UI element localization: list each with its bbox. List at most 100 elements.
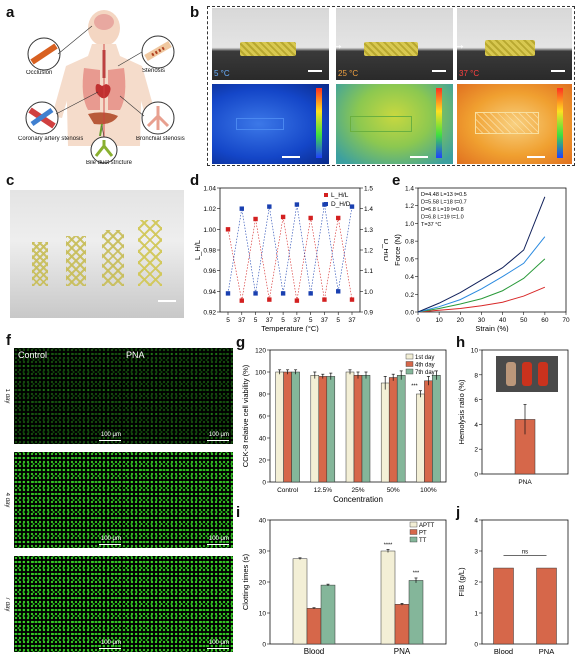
thermal-37c	[457, 84, 572, 164]
legend-label: PT	[419, 531, 427, 537]
scale-bar	[207, 647, 229, 649]
bar	[353, 375, 363, 483]
chart-j: 0 1 2 3 4 Blood PNA FIB (g/L) ns	[457, 518, 569, 656]
y-tick-label: 0.6	[405, 256, 414, 263]
y-tick-label-left: 0.94	[203, 289, 216, 296]
arrow-icon: →	[330, 36, 344, 52]
bar	[283, 371, 292, 483]
data-point	[267, 297, 272, 302]
x-axis-label: Temperature (°C)	[261, 324, 319, 332]
y-tick-label-right: 1.2	[364, 248, 373, 255]
data-point	[349, 297, 355, 302]
x-tick-label: 40	[499, 317, 507, 324]
panel-letter-f: f	[6, 332, 11, 349]
label-bile-duct: Bile duct stricture	[86, 160, 133, 166]
y-tick-label: 0	[474, 642, 478, 649]
data-point	[239, 206, 244, 211]
bar	[408, 580, 424, 645]
bar	[318, 376, 328, 483]
micrograph-tile: 100 μm	[122, 452, 233, 548]
bar	[416, 393, 425, 483]
data-point	[280, 291, 286, 296]
bar	[380, 550, 396, 645]
legend-label: APTT	[419, 523, 435, 529]
data-point	[225, 291, 231, 296]
y-tick-label: 0	[262, 480, 266, 487]
scale-bar-label: 100 μm	[208, 536, 229, 542]
x-tick-label: PNA	[539, 647, 554, 656]
panel-letter-c: c	[6, 172, 15, 189]
thermal-25c	[336, 84, 453, 164]
scale-bar-label: 100 μm	[100, 640, 121, 646]
legend-marker	[405, 361, 414, 367]
y-tick-label-left: 0.96	[203, 268, 216, 275]
heart-shape	[95, 84, 111, 99]
panel-letter-a: a	[6, 4, 15, 21]
brain-shape	[94, 14, 114, 30]
bar	[380, 382, 390, 483]
y-tick-label: 100	[255, 370, 266, 377]
bar	[493, 567, 514, 645]
bar	[361, 375, 371, 483]
x-tick-label: 5	[281, 317, 285, 324]
data-point	[336, 215, 341, 221]
y-tick-label: 2	[474, 447, 478, 454]
legend-marker	[409, 536, 418, 543]
row-label: 7 day	[4, 596, 10, 612]
x-tick-label: 10	[436, 317, 444, 324]
x-tick-label: 50%	[387, 487, 400, 494]
x-tick-label: 5	[336, 317, 340, 324]
y-tick-label: 1.4	[405, 186, 414, 193]
scale-bar-label: 100 μm	[208, 640, 229, 646]
temp-label-25c: 25 °C	[338, 69, 359, 78]
x-tick-label: 60	[541, 317, 549, 324]
x-axis-label: Strain (%)	[475, 324, 509, 332]
x-tick-label: 30	[478, 317, 486, 324]
anatomy-illustration	[25, 10, 175, 164]
bar	[394, 604, 410, 645]
data-point	[253, 291, 258, 296]
y-tick-label: 10	[471, 348, 479, 355]
y-axis-label-left: L_H/L	[193, 240, 202, 260]
thermal-5c	[212, 84, 329, 164]
y-axis-label: Hemolysis ratio (%)	[457, 379, 466, 445]
photo-37c: 37 °C	[457, 8, 572, 80]
y-tick-label: 2	[474, 580, 478, 587]
legend-marker	[405, 368, 414, 375]
data-point	[239, 298, 244, 303]
y-tick-label: 0	[474, 472, 478, 479]
y-tick-label-right: 1.4	[364, 206, 373, 213]
scale-bar	[207, 439, 229, 441]
x-tick-label: Control	[277, 487, 299, 494]
y-tick-label-left: 1.04	[203, 186, 216, 193]
x-tick-label: 0	[416, 317, 420, 324]
micrograph-tile: 100 μm	[122, 556, 233, 652]
legend-label: D=4.48 L=13 t=0.5	[421, 192, 467, 198]
significance-label: ****	[384, 542, 393, 548]
x-axis-label: Concentration	[333, 495, 383, 504]
liver-shape	[88, 112, 118, 125]
legend-label: 7th day	[415, 370, 435, 376]
series-line	[417, 196, 546, 313]
legend-label: D_H/D	[331, 201, 351, 208]
y-tick-label-left: 1.02	[203, 206, 216, 213]
tube	[522, 362, 532, 386]
data-point	[294, 298, 300, 303]
x-tick-label: 37	[238, 317, 246, 324]
data-point	[280, 214, 286, 220]
series-line	[227, 216, 353, 301]
panel-letter-e: e	[392, 172, 401, 189]
y-tick-label: 10	[259, 611, 267, 618]
y-tick-label-right: 1.3	[364, 227, 373, 234]
micrograph-tile: 100 μm Control	[14, 348, 125, 444]
y-tick-label: 30	[259, 549, 267, 556]
x-tick-label: 20	[457, 317, 465, 324]
y-tick-label: 0.2	[405, 292, 414, 299]
bar	[320, 584, 336, 645]
y-tick-label: 4	[474, 518, 478, 525]
right-lung-shape	[108, 68, 126, 110]
y-tick-label: 1.0	[405, 221, 414, 228]
panel-letter-b: b	[190, 4, 200, 21]
x-tick-label: PNA	[518, 479, 532, 486]
x-tick-label: Blood	[304, 647, 324, 656]
